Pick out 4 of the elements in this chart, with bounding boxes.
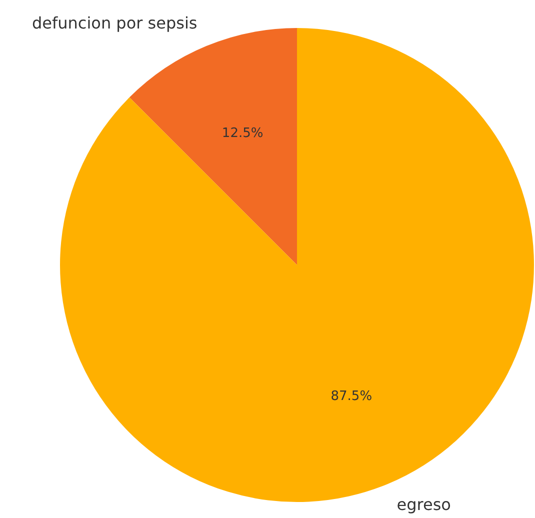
slice-label: egreso (396, 495, 451, 514)
slice-label: defuncion por sepsis (32, 13, 198, 32)
data-label: 87.5% (330, 388, 372, 404)
data-label: 12.5% (222, 126, 264, 141)
